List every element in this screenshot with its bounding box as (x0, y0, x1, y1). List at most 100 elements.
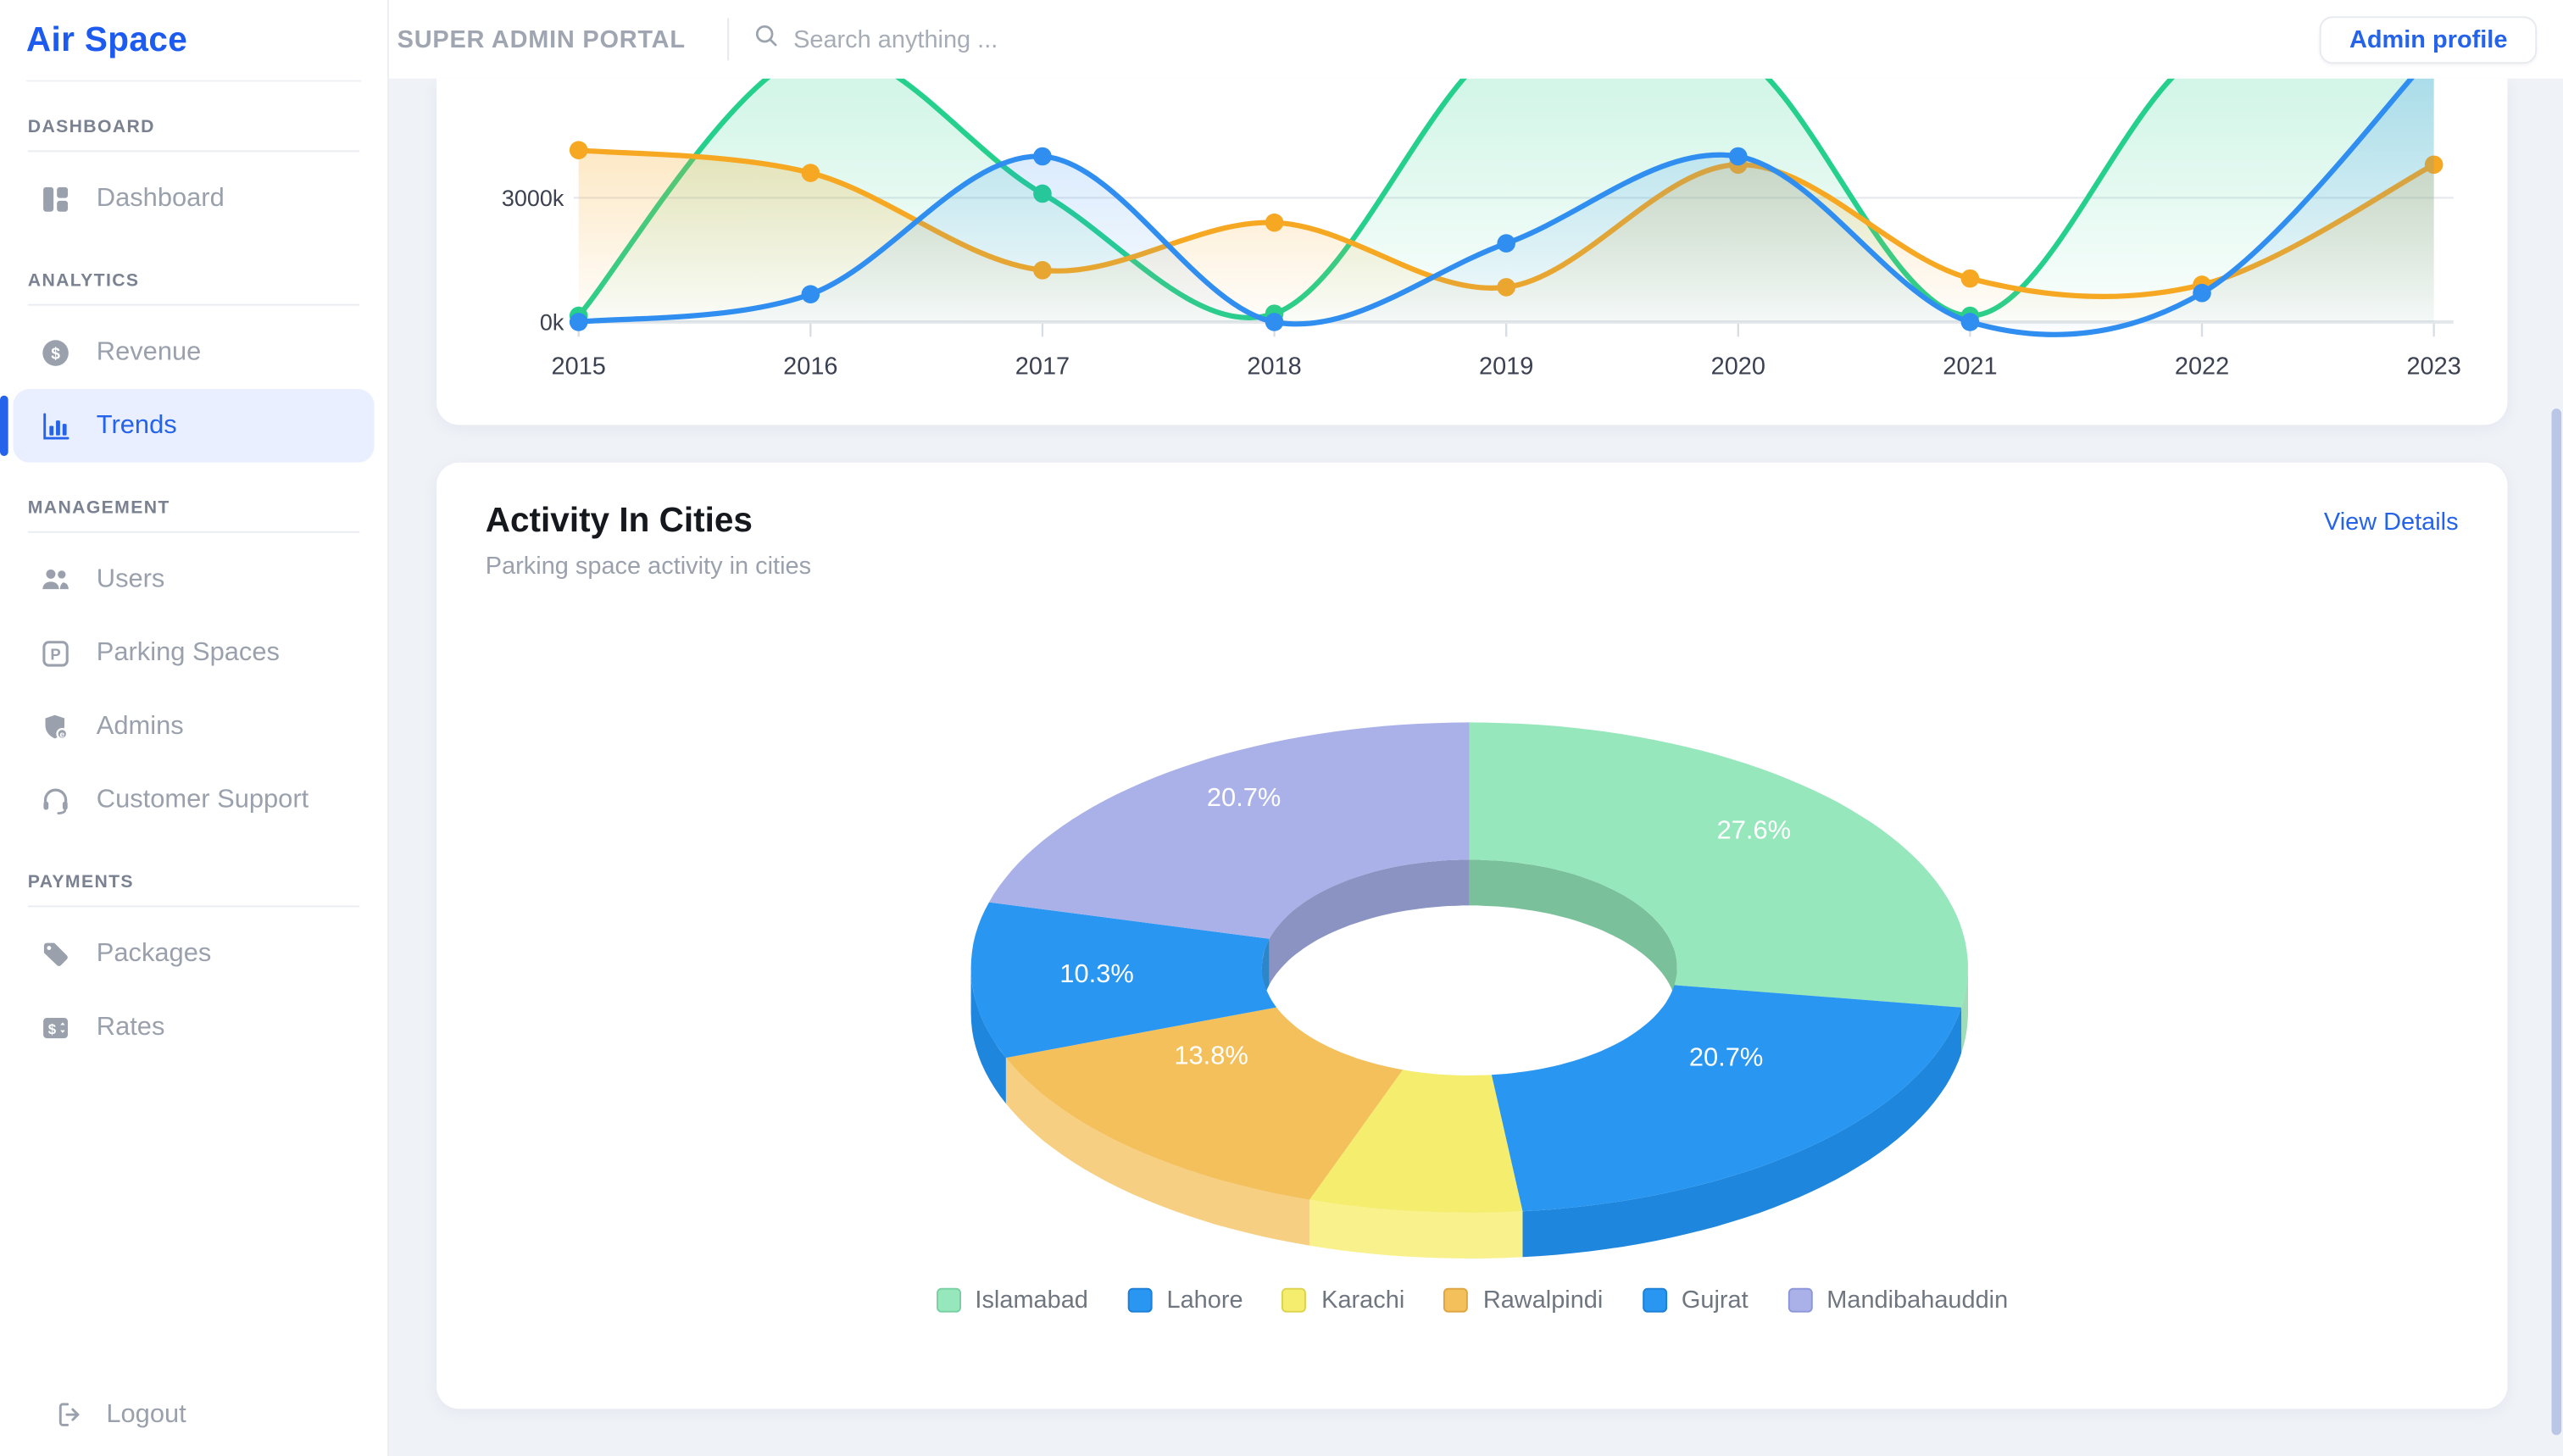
legend-label: Rawalpindi (1482, 1286, 1604, 1314)
view-details-link[interactable]: View Details (2323, 508, 2459, 536)
activity-in-cities-card: Activity In Cities Parking space activit… (436, 462, 2508, 1409)
topbar: SUPER ADMIN PORTAL Admin profile (388, 0, 2563, 79)
x-axis-label: 2020 (1711, 353, 1765, 381)
search-input[interactable] (793, 25, 1481, 53)
sidebar-item-label: Parking Spaces (96, 638, 280, 666)
legend-swatch (1282, 1287, 1307, 1313)
legend-label: Gujrat (1681, 1286, 1749, 1314)
x-axis-label: 2016 (783, 353, 837, 381)
donut-slice-label: 27.6% (1717, 814, 1791, 844)
sidebar-item-dashboard[interactable]: Dashboard (13, 162, 374, 236)
orange-series-marker (801, 164, 820, 182)
admin-profile-button[interactable]: Admin profile (2320, 15, 2538, 64)
legend-label: Mandibahauddin (1826, 1286, 2009, 1314)
card-subtitle: Parking space activity in cities (485, 552, 812, 581)
y-axis-label: 3000k (502, 186, 564, 211)
legend-swatch (1642, 1287, 1667, 1313)
legend-label: Lahore (1166, 1286, 1243, 1314)
logout-icon (54, 1399, 86, 1431)
donut-slice-mandibahauddin (988, 722, 1470, 939)
sidebar-item-label: Customer Support (96, 785, 309, 814)
y-axis-label: 0k (540, 310, 564, 336)
users-icon (39, 563, 72, 596)
x-axis-label: 2022 (2175, 353, 2229, 381)
sidebar-item-packages[interactable]: Packages (13, 917, 374, 991)
legend-swatch (1127, 1287, 1153, 1313)
topbar-divider (727, 18, 730, 61)
legend-item-rawalpindi[interactable]: Rawalpindi (1443, 1286, 1604, 1314)
x-axis-label: 2017 (1015, 353, 1070, 381)
sidebar-item-revenue[interactable]: $ Revenue (13, 315, 374, 389)
sidebar-item-rates[interactable]: $ Rates (13, 991, 374, 1064)
donut-inner-wall-islamabad (1469, 859, 1677, 1014)
sidebar-item-label: Revenue (96, 337, 202, 366)
brand-logo: Air Space (25, 21, 188, 59)
sidebar-item-customer-support[interactable]: Customer Support (13, 764, 374, 837)
donut-side-wall-rawalpindi (1005, 1058, 1309, 1246)
donut-legend: Islamabad Lahore Karachi Rawalpindi Gujrat Ma… (436, 1287, 2507, 1314)
logout-button[interactable]: Logout (54, 1399, 186, 1431)
legend-label: Karachi (1321, 1286, 1405, 1314)
sidebar-section-dashboard: DASHBOARD (27, 118, 360, 153)
blue-series-marker (1960, 313, 1980, 331)
sidebar-item-label: Dashboard (96, 183, 225, 212)
blue-series-marker (1497, 234, 1515, 253)
donut-slice-label: 10.3% (1059, 959, 1133, 988)
donut-slice-label: 13.8% (1174, 1040, 1248, 1070)
search-bar (753, 21, 2320, 57)
legend-item-gujrat[interactable]: Gujrat (1642, 1286, 1749, 1314)
line-chart-canvas: 2015 2016 2017 2018 2019 2020 2021 2022 2023 0k 30… (502, 78, 2461, 381)
legend-swatch (1443, 1287, 1469, 1313)
legend-item-karachi[interactable]: Karachi (1282, 1287, 1404, 1314)
sidebar: Air Space DASHBOARD Dashboard ANALYTICS … (0, 0, 389, 1456)
dollar-circle-icon: $ (39, 336, 72, 369)
sidebar-item-label: Rates (96, 1012, 165, 1041)
legend-swatch (936, 1287, 961, 1313)
sidebar-item-trends[interactable]: Trends (0, 388, 375, 463)
bar-chart-icon (39, 409, 72, 442)
svg-text:e: e (59, 730, 64, 739)
donut-slice-lahore (1491, 985, 1962, 1212)
sidebar-section-payments: PAYMENTS (27, 873, 360, 908)
rates-icon: $ (39, 1011, 72, 1044)
legend-item-lahore[interactable]: Lahore (1127, 1287, 1243, 1314)
page-scrollbar-thumb[interactable] (2551, 408, 2562, 1436)
logout-label: Logout (106, 1399, 186, 1428)
x-axis-label: 2019 (1479, 353, 1533, 381)
tag-icon (39, 937, 72, 970)
search-icon (753, 21, 781, 57)
donut-side-wall-karachi (1309, 1199, 1523, 1259)
donut-slice-gujrat (970, 902, 1277, 1059)
sidebar-item-admins[interactable]: e Admins (13, 690, 374, 764)
blue-series-area (578, 78, 2434, 335)
svg-text:$: $ (48, 1020, 57, 1036)
legend-item-mandibahauddin[interactable]: Mandibahauddin (1787, 1287, 2008, 1314)
donut-slice-label: 20.7% (1689, 1042, 1763, 1071)
sidebar-item-users[interactable]: Users (13, 542, 374, 616)
svg-text:$: $ (51, 344, 60, 362)
blue-series-marker (569, 313, 588, 331)
legend-item-islamabad[interactable]: Islamabad (936, 1287, 1088, 1314)
sidebar-item-label: Users (96, 564, 165, 593)
logo-divider (25, 80, 362, 82)
blue-series-marker (1265, 313, 1284, 331)
sidebar-section-analytics: ANALYTICS (27, 271, 360, 306)
blue-series-marker (1728, 147, 1748, 166)
admin-shield-icon: e (39, 710, 72, 743)
donut-slice-label: 20.7% (1207, 782, 1281, 812)
headset-icon (39, 784, 72, 817)
sidebar-item-label: Admins (96, 711, 184, 740)
green-series-line (575, 78, 2176, 320)
blue-series-marker (1033, 147, 1052, 166)
blue-series-marker (801, 285, 820, 303)
legend-swatch (1787, 1287, 1812, 1313)
donut-inner-wall-mandibahauddin (1269, 859, 1470, 985)
sidebar-item-parking-spaces[interactable]: P Parking Spaces (13, 616, 374, 690)
orange-series-marker (1960, 269, 1980, 288)
donut-side-wall-gujrat (970, 967, 1006, 1104)
donut-side-wall-lahore (1522, 1007, 1962, 1258)
parking-icon: P (39, 636, 72, 670)
donut-side-wall-islamabad (1961, 967, 1968, 1053)
donut-slice-rawalpindi (1005, 1007, 1404, 1200)
